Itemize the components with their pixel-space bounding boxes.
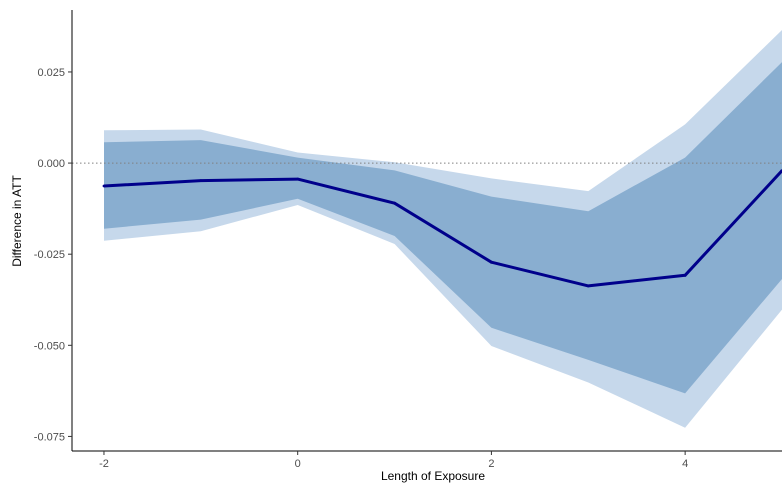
x-axis-ticks: -2 0 2 4 — [99, 451, 688, 470]
y-tick-label: -0.050 — [34, 340, 65, 352]
y-axis-title: Difference in ATT — [10, 175, 24, 267]
estimate-points — [102, 169, 782, 288]
estimate-point — [490, 260, 493, 264]
estimate-point — [393, 201, 396, 205]
y-tick-label: -0.075 — [34, 431, 65, 443]
y-tick-label: -0.025 — [34, 249, 65, 261]
x-axis-title: Length of Exposure — [381, 469, 485, 483]
estimate-point — [586, 284, 590, 288]
inner-confidence-band — [104, 62, 782, 394]
estimate-point — [296, 177, 300, 181]
estimate-point — [683, 273, 687, 277]
y-axis-ticks: 0.025 0.000 -0.025 -0.050 -0.075 — [34, 67, 72, 443]
x-tick-label: 2 — [488, 458, 494, 470]
estimate-point — [102, 184, 106, 188]
estimate-point — [199, 179, 203, 183]
x-tick-label: 0 — [295, 458, 301, 470]
x-tick-label: -2 — [99, 458, 109, 470]
x-tick-label: 4 — [682, 458, 688, 470]
y-tick-label: 0.000 — [37, 158, 65, 170]
estimate-line — [103, 169, 782, 288]
y-tick-label: 0.025 — [37, 67, 65, 79]
